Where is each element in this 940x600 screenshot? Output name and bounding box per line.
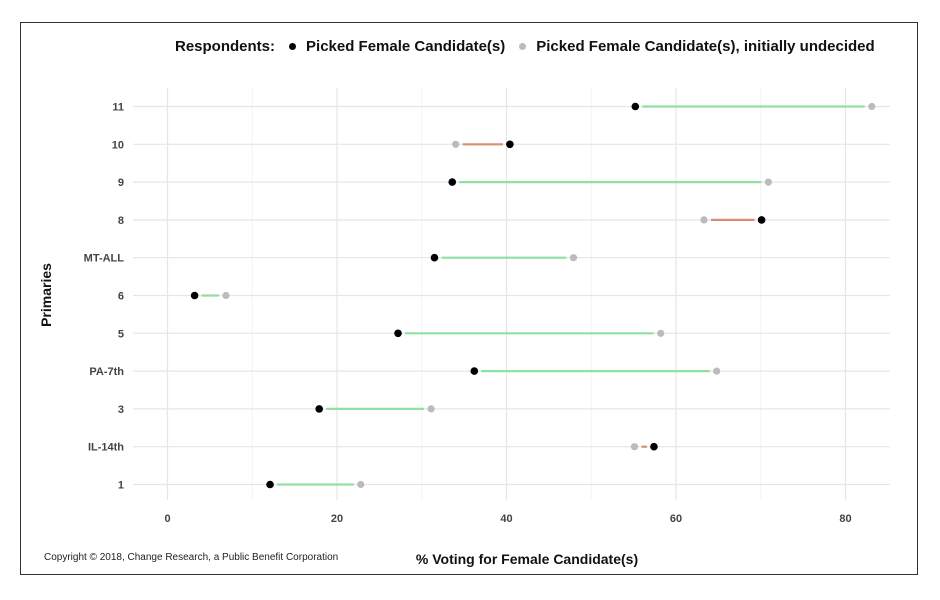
point-undecided (764, 178, 772, 186)
points (190, 102, 876, 489)
x-tick-label: 20 (331, 513, 343, 525)
x-tick-label: 40 (500, 513, 512, 525)
y-tick-label: 10 (112, 139, 124, 151)
legend-dot-undecided (519, 42, 527, 50)
point-picked (394, 329, 402, 338)
point-undecided (222, 291, 230, 300)
point-undecided (713, 367, 721, 375)
y-tick-label: 11 (112, 102, 124, 114)
point-picked (430, 253, 439, 262)
legend: Respondents: Picked Female Candidate(s) … (175, 36, 875, 56)
x-tick-label: 0 (164, 513, 170, 525)
y-tick-label: 5 (118, 328, 124, 340)
point-picked (631, 102, 640, 111)
legend-label-picked: Picked Female Candidate(s) (306, 37, 506, 55)
point-undecided (700, 216, 708, 224)
x-axis-label: % Voting for Female Candidate(s) (415, 551, 639, 567)
y-axis-label: Primaries (38, 263, 54, 327)
y-tick-label: 9 (118, 177, 124, 189)
point-undecided (868, 102, 876, 111)
point-picked (266, 480, 274, 489)
x-tick-label: 60 (670, 513, 682, 525)
y-tick-label: MT-ALL (84, 253, 125, 265)
legend-label-undecided: Picked Female Candidate(s), initially un… (536, 37, 875, 55)
point-picked (315, 405, 324, 413)
y-ticks: 11 10 9 8 MT-ALL 6 5 PA-7th 3 IL-14th 1 (84, 102, 125, 492)
grid (133, 88, 890, 500)
point-picked (506, 140, 514, 149)
point-undecided (452, 140, 460, 148)
segments (201, 105, 865, 486)
y-tick-label: IL-14th (88, 442, 124, 454)
legend-dot-picked (289, 42, 297, 50)
y-tick-label: 6 (118, 291, 124, 303)
y-tick-label: 8 (118, 215, 124, 227)
point-undecided (357, 480, 365, 489)
chart-frame (20, 22, 918, 575)
x-tick-label: 80 (839, 513, 851, 525)
point-undecided (657, 329, 665, 337)
point-picked (190, 291, 199, 300)
y-tick-label: PA-7th (89, 366, 124, 378)
point-picked (470, 367, 479, 375)
y-tick-label: 3 (118, 404, 124, 416)
point-picked (448, 178, 457, 186)
point-picked (757, 216, 766, 224)
legend-title: Respondents: (175, 37, 276, 55)
y-tick-label: 1 (118, 480, 124, 492)
point-picked (650, 442, 658, 451)
point-undecided (569, 254, 578, 262)
point-undecided (630, 443, 639, 451)
point-undecided (427, 405, 435, 413)
x-ticks: 0 20 40 60 80 (164, 513, 851, 525)
copyright-text: Copyright © 2018, Change Research, a Pub… (44, 552, 339, 563)
